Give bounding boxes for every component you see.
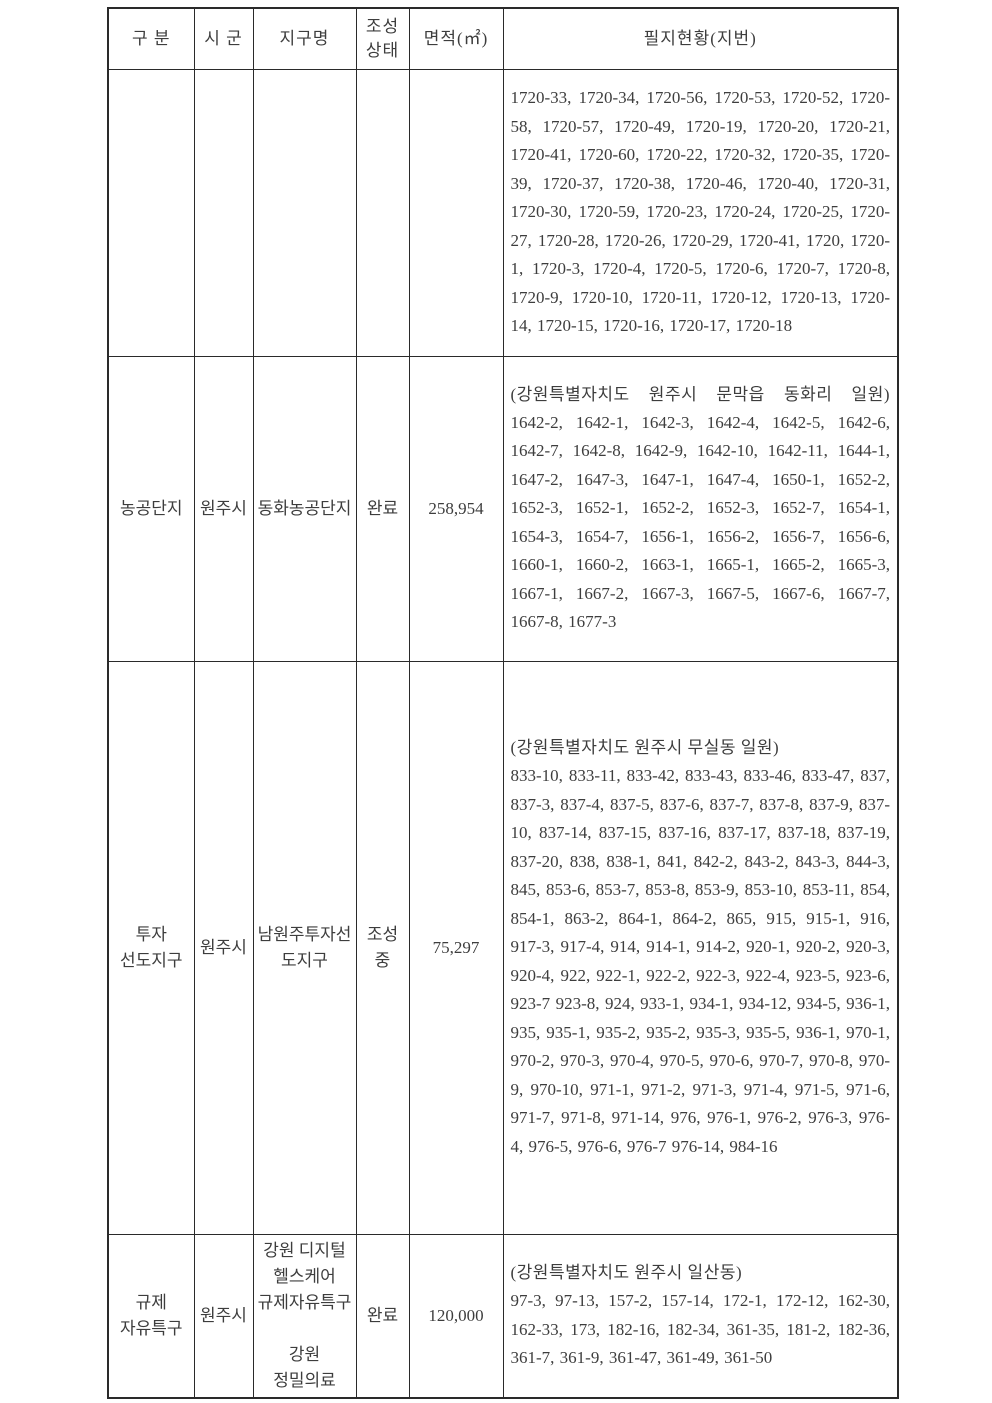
cell-sigun: 원주시 [193,660,254,1235]
column-header-parcels: 필지현황(지번) [502,7,899,70]
table-row: 농공단지 원주시 동화농공단지 완료 258,954 (강원특별자치도 원주시 … [107,355,899,662]
cell-district [252,68,357,357]
cell-sigun [193,68,254,357]
cell-status [355,68,410,357]
cell-parcels: (강원특별자치도 원주시 무실동 일원) 833-10, 833-11, 833… [502,660,899,1235]
cell-status: 완료 [355,1233,410,1399]
cell-sigun: 원주시 [193,355,254,662]
cell-district: 동화농공단지 [252,355,357,662]
cell-parcels: (강원특별자치도 원주시 문막읍 동화리 일원) 1642-2, 1642-1,… [502,355,899,662]
cell-area: 120,000 [408,1233,504,1399]
cell-category: 투자 선도지구 [107,660,195,1235]
parcel-number-list: 1720-33, 1720-34, 1720-56, 1720-53, 1720… [510,88,891,336]
cell-area [408,68,504,357]
cell-area: 258,954 [408,355,504,662]
parcel-location-label: (강원특별자치도 원주시 일산동) [510,1263,743,1282]
parcel-number-list: 97-3, 97-13, 157-2, 157-14, 172-1, 172-1… [510,1291,891,1367]
cell-parcels: 1720-33, 1720-34, 1720-56, 1720-53, 1720… [502,68,899,357]
cell-district: 남원주투자선 도지구 [252,660,357,1235]
district-parcel-table: 구 분 시 군 지구명 조성 상태 면적(㎡) 필지현황(지번) 1720-33… [107,7,899,1399]
column-header-category: 구 분 [107,7,195,70]
cell-category: 규제 자유특구 [107,1233,195,1399]
table-row: 규제 자유특구 원주시 강원 디지털 헬스케어 규제자유특구 강원 정밀의료 완… [107,1233,899,1399]
parcel-number-list: 1642-2, 1642-1, 1642-3, 1642-4, 1642-5, … [510,412,891,632]
cell-district: 강원 디지털 헬스케어 규제자유특구 강원 정밀의료 [252,1233,357,1399]
table-row: 1720-33, 1720-34, 1720-56, 1720-53, 1720… [107,68,899,357]
parcel-location-label: (강원특별자치도 원주시 무실동 일원) [510,738,780,757]
column-header-district: 지구명 [252,7,357,70]
column-header-area: 면적(㎡) [408,7,504,70]
column-header-sigun: 시 군 [193,7,254,70]
cell-category: 농공단지 [107,355,195,662]
cell-parcels: (강원특별자치도 원주시 일산동) 97-3, 97-13, 157-2, 15… [502,1233,899,1399]
cell-category [107,68,195,357]
cell-status: 조성 중 [355,660,410,1235]
parcel-number-list: 833-10, 833-11, 833-42, 833-43, 833-46, … [510,766,891,1156]
parcel-location-label: (강원특별자치도 원주시 문막읍 동화리 일원) [510,384,890,404]
column-header-status: 조성 상태 [355,7,410,70]
cell-status: 완료 [355,355,410,662]
table-row: 투자 선도지구 원주시 남원주투자선 도지구 조성 중 75,297 (강원특별… [107,660,899,1235]
table-header-row: 구 분 시 군 지구명 조성 상태 면적(㎡) 필지현황(지번) [107,7,899,70]
cell-area: 75,297 [408,660,504,1235]
cell-sigun: 원주시 [193,1233,254,1399]
